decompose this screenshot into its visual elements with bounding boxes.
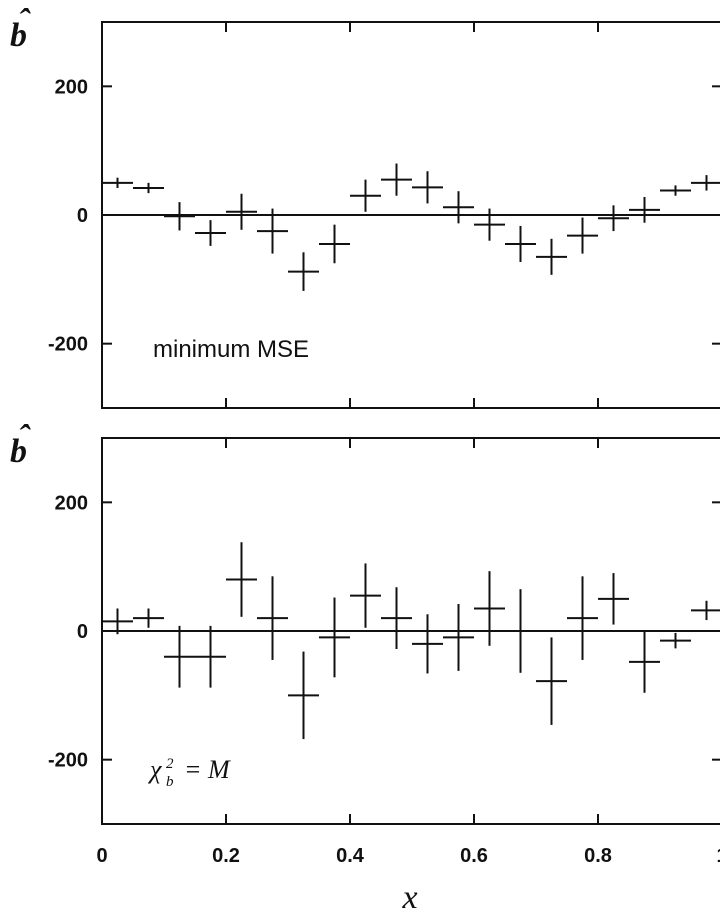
data-point	[102, 608, 133, 635]
data-point	[319, 597, 350, 678]
top-x-ticks	[101, 22, 599, 408]
top-y-axis-label-hat: ˆ	[18, 3, 31, 40]
data-point	[691, 600, 720, 621]
bottom-y-axis-label-hat: ˆ	[18, 419, 31, 456]
data-point	[505, 225, 536, 262]
data-point	[288, 252, 319, 291]
data-point	[629, 196, 660, 223]
annotation-sub: b	[166, 774, 174, 790]
data-point	[133, 608, 164, 628]
data-point	[443, 603, 474, 671]
panel-bottom: 200 0 -200 0 0.2 0.4 0.6 0.8 1 b ˆ χ 2 b = M x	[10, 419, 720, 915]
bottom-y-ticks: 200 0 -200	[48, 492, 720, 772]
annotation-eq: = M	[184, 755, 231, 784]
data-point	[319, 224, 350, 264]
data-point	[660, 632, 691, 649]
data-point	[133, 182, 164, 194]
data-point	[226, 542, 257, 617]
y-tick-label: -200	[48, 750, 88, 772]
x-tick-label: 0.4	[336, 845, 365, 867]
data-point	[412, 614, 443, 674]
panel-top: 200 0 -200 b ˆ minimum MSE	[10, 3, 720, 409]
bottom-annotation: χ 2 b = M	[147, 755, 231, 790]
data-point	[474, 571, 505, 646]
y-tick-label: -200	[48, 334, 88, 356]
data-point	[350, 179, 381, 212]
bottom-y-axis-label: b	[10, 433, 27, 470]
bottom-x-ticks: 0 0.2 0.4 0.6 0.8 1	[96, 438, 720, 867]
y-tick-label: 200	[55, 492, 88, 514]
x-tick-label: 0	[96, 845, 107, 867]
y-tick-label: 0	[77, 621, 88, 643]
x-tick-label: 0.6	[460, 845, 488, 867]
data-point	[102, 177, 133, 188]
data-point	[257, 576, 288, 660]
data-point	[350, 563, 381, 628]
data-point	[412, 171, 443, 204]
top-annotation: minimum MSE	[153, 336, 309, 363]
bottom-data-points	[102, 542, 720, 740]
data-point	[381, 587, 412, 650]
data-point	[164, 625, 195, 688]
data-point	[195, 625, 226, 688]
data-point	[598, 205, 629, 232]
data-point	[660, 185, 691, 196]
x-tick-label: 1	[716, 845, 720, 867]
top-y-ticks: 200 0 -200	[48, 76, 720, 356]
y-tick-label: 200	[55, 76, 88, 98]
data-point	[598, 573, 629, 625]
x-tick-label: 0.8	[584, 845, 612, 867]
data-point	[226, 193, 257, 230]
data-point	[536, 238, 567, 275]
top-data-points	[102, 163, 720, 291]
annotation-chi: χ	[147, 755, 162, 784]
top-y-axis-label: b	[10, 17, 27, 54]
data-point	[536, 637, 567, 725]
x-tick-label: 0.2	[212, 845, 240, 867]
y-tick-label: 0	[77, 205, 88, 227]
data-point	[443, 191, 474, 224]
data-point	[381, 163, 412, 196]
data-point	[474, 208, 505, 241]
data-point	[257, 208, 288, 254]
data-point	[567, 576, 598, 660]
data-point	[691, 175, 720, 191]
data-point	[164, 202, 195, 231]
data-point	[288, 651, 319, 740]
data-point	[629, 631, 660, 693]
data-point	[195, 220, 226, 246]
data-point	[567, 217, 598, 254]
x-axis-label: x	[401, 879, 417, 915]
annotation-sup: 2	[166, 756, 174, 772]
